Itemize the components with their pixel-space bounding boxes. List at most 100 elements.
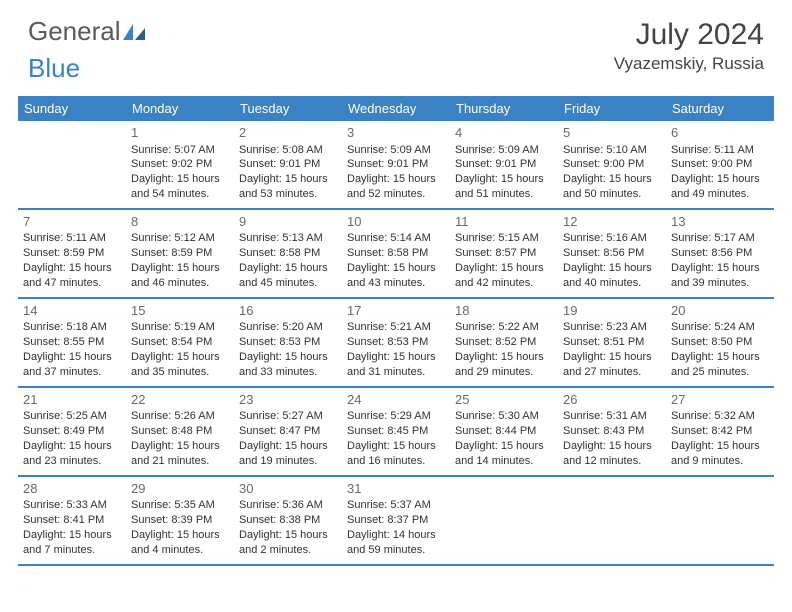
sunrise-text: Sunrise: 5:27 AM: [239, 409, 337, 424]
day-number: 9: [239, 213, 337, 231]
daylight-text: Daylight: 15 hours and 14 minutes.: [455, 439, 553, 469]
day-cell: 23Sunrise: 5:27 AMSunset: 8:47 PMDayligh…: [234, 388, 342, 475]
day-cell: 6Sunrise: 5:11 AMSunset: 9:00 PMDaylight…: [666, 121, 774, 208]
day-number: 26: [563, 391, 661, 409]
sunrise-text: Sunrise: 5:21 AM: [347, 320, 445, 335]
day-number: 12: [563, 213, 661, 231]
dow-sunday: Sunday: [18, 96, 126, 121]
daylight-text: Daylight: 15 hours and 4 minutes.: [131, 528, 229, 558]
header: General Blue July 2024 Vyazemskiy, Russi…: [0, 0, 792, 90]
day-number: 15: [131, 302, 229, 320]
day-cell: 28Sunrise: 5:33 AMSunset: 8:41 PMDayligh…: [18, 477, 126, 564]
day-number: 2: [239, 124, 337, 142]
day-cell: 3Sunrise: 5:09 AMSunset: 9:01 PMDaylight…: [342, 121, 450, 208]
day-cell: 15Sunrise: 5:19 AMSunset: 8:54 PMDayligh…: [126, 299, 234, 386]
daylight-text: Daylight: 15 hours and 39 minutes.: [671, 261, 769, 291]
daylight-text: Daylight: 15 hours and 50 minutes.: [563, 172, 661, 202]
day-number: 4: [455, 124, 553, 142]
day-number: 29: [131, 480, 229, 498]
sunrise-text: Sunrise: 5:10 AM: [563, 143, 661, 158]
day-cell: 17Sunrise: 5:21 AMSunset: 8:53 PMDayligh…: [342, 299, 450, 386]
sunrise-text: Sunrise: 5:12 AM: [131, 231, 229, 246]
day-cell: 2Sunrise: 5:08 AMSunset: 9:01 PMDaylight…: [234, 121, 342, 208]
day-number: 7: [23, 213, 121, 231]
daylight-text: Daylight: 15 hours and 51 minutes.: [455, 172, 553, 202]
logo: General Blue: [28, 18, 145, 82]
dow-friday: Friday: [558, 96, 666, 121]
day-cell: 27Sunrise: 5:32 AMSunset: 8:42 PMDayligh…: [666, 388, 774, 475]
sunrise-text: Sunrise: 5:17 AM: [671, 231, 769, 246]
sunset-text: Sunset: 8:42 PM: [671, 424, 769, 439]
day-cell: [666, 477, 774, 564]
sunset-text: Sunset: 8:47 PM: [239, 424, 337, 439]
sunset-text: Sunset: 8:53 PM: [239, 335, 337, 350]
daylight-text: Daylight: 15 hours and 52 minutes.: [347, 172, 445, 202]
day-number: 17: [347, 302, 445, 320]
sunset-text: Sunset: 8:53 PM: [347, 335, 445, 350]
day-number: 19: [563, 302, 661, 320]
sunset-text: Sunset: 8:45 PM: [347, 424, 445, 439]
dow-wednesday: Wednesday: [342, 96, 450, 121]
daylight-text: Daylight: 15 hours and 29 minutes.: [455, 350, 553, 380]
sunset-text: Sunset: 8:37 PM: [347, 513, 445, 528]
day-number: 16: [239, 302, 337, 320]
week-row: 7Sunrise: 5:11 AMSunset: 8:59 PMDaylight…: [18, 210, 774, 299]
sunset-text: Sunset: 9:01 PM: [347, 157, 445, 172]
daylight-text: Daylight: 15 hours and 45 minutes.: [239, 261, 337, 291]
day-cell: [450, 477, 558, 564]
logo-word1: General: [28, 16, 121, 46]
sunrise-text: Sunrise: 5:14 AM: [347, 231, 445, 246]
sunset-text: Sunset: 8:54 PM: [131, 335, 229, 350]
sunset-text: Sunset: 8:56 PM: [671, 246, 769, 261]
sunset-text: Sunset: 8:48 PM: [131, 424, 229, 439]
dow-tuesday: Tuesday: [234, 96, 342, 121]
sunset-text: Sunset: 8:39 PM: [131, 513, 229, 528]
sunset-text: Sunset: 9:00 PM: [671, 157, 769, 172]
title-block: July 2024 Vyazemskiy, Russia: [614, 18, 764, 74]
sunrise-text: Sunrise: 5:26 AM: [131, 409, 229, 424]
daylight-text: Daylight: 15 hours and 35 minutes.: [131, 350, 229, 380]
sunrise-text: Sunrise: 5:09 AM: [455, 143, 553, 158]
sunrise-text: Sunrise: 5:13 AM: [239, 231, 337, 246]
sunrise-text: Sunrise: 5:16 AM: [563, 231, 661, 246]
daylight-text: Daylight: 15 hours and 7 minutes.: [23, 528, 121, 558]
day-cell: 16Sunrise: 5:20 AMSunset: 8:53 PMDayligh…: [234, 299, 342, 386]
daylight-text: Daylight: 15 hours and 16 minutes.: [347, 439, 445, 469]
day-cell: 21Sunrise: 5:25 AMSunset: 8:49 PMDayligh…: [18, 388, 126, 475]
day-cell: 9Sunrise: 5:13 AMSunset: 8:58 PMDaylight…: [234, 210, 342, 297]
day-number: 22: [131, 391, 229, 409]
sunrise-text: Sunrise: 5:08 AM: [239, 143, 337, 158]
sunrise-text: Sunrise: 5:19 AM: [131, 320, 229, 335]
sunrise-text: Sunrise: 5:11 AM: [671, 143, 769, 158]
sunset-text: Sunset: 8:49 PM: [23, 424, 121, 439]
daylight-text: Daylight: 15 hours and 25 minutes.: [671, 350, 769, 380]
sunset-text: Sunset: 8:55 PM: [23, 335, 121, 350]
sunrise-text: Sunrise: 5:33 AM: [23, 498, 121, 513]
daylight-text: Daylight: 15 hours and 27 minutes.: [563, 350, 661, 380]
daylight-text: Daylight: 15 hours and 2 minutes.: [239, 528, 337, 558]
sunset-text: Sunset: 8:43 PM: [563, 424, 661, 439]
day-cell: 30Sunrise: 5:36 AMSunset: 8:38 PMDayligh…: [234, 477, 342, 564]
day-number: 18: [455, 302, 553, 320]
week-row: 21Sunrise: 5:25 AMSunset: 8:49 PMDayligh…: [18, 388, 774, 477]
day-cell: 12Sunrise: 5:16 AMSunset: 8:56 PMDayligh…: [558, 210, 666, 297]
sunrise-text: Sunrise: 5:07 AM: [131, 143, 229, 158]
dow-thursday: Thursday: [450, 96, 558, 121]
day-number: 6: [671, 124, 769, 142]
day-number: 24: [347, 391, 445, 409]
day-number: 20: [671, 302, 769, 320]
day-number: 23: [239, 391, 337, 409]
day-number: 5: [563, 124, 661, 142]
sunset-text: Sunset: 8:52 PM: [455, 335, 553, 350]
day-number: 31: [347, 480, 445, 498]
day-cell: 26Sunrise: 5:31 AMSunset: 8:43 PMDayligh…: [558, 388, 666, 475]
sunrise-text: Sunrise: 5:30 AM: [455, 409, 553, 424]
sunset-text: Sunset: 9:00 PM: [563, 157, 661, 172]
day-cell: 5Sunrise: 5:10 AMSunset: 9:00 PMDaylight…: [558, 121, 666, 208]
month-title: July 2024: [614, 18, 764, 52]
sunrise-text: Sunrise: 5:35 AM: [131, 498, 229, 513]
sunrise-text: Sunrise: 5:18 AM: [23, 320, 121, 335]
sunrise-text: Sunrise: 5:11 AM: [23, 231, 121, 246]
day-cell: 14Sunrise: 5:18 AMSunset: 8:55 PMDayligh…: [18, 299, 126, 386]
day-cell: 25Sunrise: 5:30 AMSunset: 8:44 PMDayligh…: [450, 388, 558, 475]
